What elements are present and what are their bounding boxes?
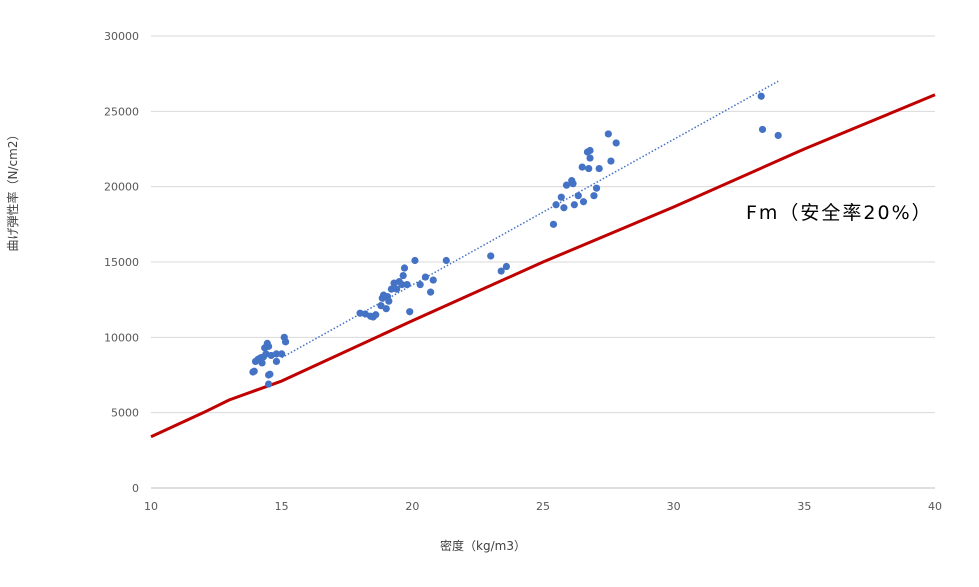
data-point bbox=[258, 359, 266, 367]
y-tick-label: 15000 bbox=[104, 256, 139, 269]
x-tick-label: 30 bbox=[667, 500, 681, 513]
data-point bbox=[757, 92, 765, 100]
data-point bbox=[502, 262, 511, 271]
data-point bbox=[398, 281, 406, 289]
data-point bbox=[586, 146, 594, 155]
data-point bbox=[560, 204, 568, 212]
data-point bbox=[574, 192, 582, 200]
data-point bbox=[265, 342, 273, 350]
data-point bbox=[281, 338, 290, 346]
data-point bbox=[406, 308, 414, 316]
data-point bbox=[592, 184, 601, 192]
data-point bbox=[385, 297, 393, 305]
data-point bbox=[497, 267, 505, 275]
x-tick-label: 15 bbox=[275, 500, 289, 513]
data-point bbox=[562, 181, 571, 189]
data-point bbox=[382, 305, 390, 313]
y-tick-label: 30000 bbox=[104, 30, 139, 43]
data-point bbox=[570, 201, 578, 209]
y-tick-labels: 0 5000 10000 15000 20000 25000 30000 bbox=[104, 30, 139, 495]
data-point bbox=[774, 131, 782, 140]
data-point bbox=[429, 276, 437, 284]
y-tick-label: 25000 bbox=[104, 105, 139, 118]
data-point bbox=[427, 288, 435, 296]
data-point bbox=[552, 201, 560, 209]
data-point bbox=[265, 380, 273, 388]
y-tick-label: 5000 bbox=[111, 407, 139, 420]
data-point bbox=[585, 164, 593, 173]
data-point bbox=[579, 198, 588, 206]
data-point bbox=[399, 271, 407, 280]
x-tick-label: 10 bbox=[144, 500, 158, 513]
y-tick-label: 10000 bbox=[104, 331, 139, 344]
trendline bbox=[281, 80, 779, 359]
data-point bbox=[416, 281, 424, 289]
x-axis-title: 密度（kg/m3） bbox=[440, 538, 526, 553]
data-point bbox=[487, 252, 495, 260]
data-point bbox=[278, 350, 286, 358]
data-point bbox=[400, 264, 409, 272]
fm-annotation: Fm（安全率20%） bbox=[746, 202, 933, 224]
data-point bbox=[557, 193, 565, 201]
data-point bbox=[549, 220, 558, 228]
data-point bbox=[272, 357, 281, 366]
x-tick-labels: 10 15 20 25 30 35 40 bbox=[144, 500, 942, 513]
x-tick-label: 20 bbox=[405, 500, 419, 513]
data-point bbox=[250, 367, 258, 375]
data-point bbox=[372, 311, 380, 319]
data-point bbox=[595, 164, 603, 173]
data-point bbox=[266, 370, 274, 378]
data-point bbox=[272, 350, 281, 358]
data-point bbox=[403, 281, 411, 289]
y-axis-title: 曲げ弾性率（N/cm2） bbox=[5, 129, 20, 252]
data-point bbox=[612, 139, 620, 147]
y-tick-label: 0 bbox=[132, 482, 139, 495]
data-point bbox=[411, 256, 419, 265]
data-point bbox=[758, 125, 767, 134]
y-tick-label: 20000 bbox=[104, 181, 139, 194]
fm-safety-line bbox=[150, 93, 936, 439]
data-point bbox=[569, 180, 577, 188]
plot-area bbox=[150, 80, 936, 439]
data-point bbox=[421, 273, 429, 281]
data-point bbox=[578, 163, 586, 171]
data-point bbox=[393, 285, 401, 293]
data-point bbox=[377, 302, 385, 310]
x-tick-label: 35 bbox=[797, 500, 811, 513]
data-point bbox=[590, 192, 598, 200]
data-point bbox=[604, 130, 612, 138]
data-point bbox=[442, 256, 450, 265]
x-tick-label: 40 bbox=[928, 500, 942, 513]
x-tick-label: 25 bbox=[536, 500, 550, 513]
data-point bbox=[387, 285, 396, 293]
data-point bbox=[586, 154, 594, 162]
data-point bbox=[607, 157, 615, 165]
